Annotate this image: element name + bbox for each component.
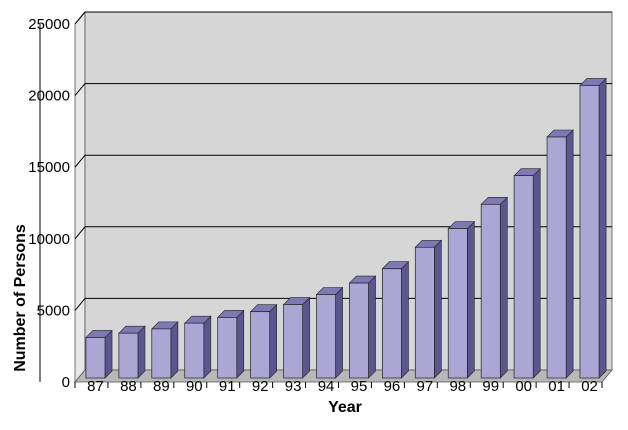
y-tick-label: 0 [62, 374, 70, 391]
x-tick-label: 97 [417, 378, 434, 395]
bar-side [104, 329, 113, 379]
y-tick-label: 10000 [28, 231, 70, 248]
bar [480, 203, 501, 379]
x-tick-label: 96 [384, 378, 401, 395]
bar-side [236, 309, 245, 379]
bar-side [170, 321, 179, 379]
x-tick-label: 01 [548, 378, 565, 395]
gridline-wall [74, 11, 86, 25]
bar [184, 322, 205, 379]
bar-side [499, 196, 508, 379]
bar-side [137, 325, 146, 379]
bar [217, 317, 238, 379]
bar-side [335, 286, 343, 379]
bar-side [532, 167, 541, 379]
bar-side [302, 296, 310, 379]
y-axis-ticks: 0 5000 10000 15000 20000 25000 [28, 16, 70, 391]
bars [85, 77, 607, 379]
y-tick-label: 15000 [28, 159, 70, 176]
x-tick-label: 91 [219, 378, 236, 395]
x-tick-label: 88 [120, 378, 137, 395]
x-tick-label: 02 [581, 378, 598, 395]
bar [447, 228, 468, 379]
plot-left-wall [74, 10, 86, 384]
bar-side [598, 77, 607, 379]
bar [283, 304, 303, 379]
x-tick-label: 89 [153, 378, 170, 395]
x-tick-label: 94 [318, 378, 335, 395]
x-tick-label: 87 [87, 378, 104, 395]
bar-side [401, 261, 409, 379]
bar [579, 85, 600, 379]
y-tick-label: 5000 [37, 302, 70, 319]
x-axis-title: Year [328, 399, 362, 416]
x-tick-label: 90 [186, 378, 203, 395]
bar [250, 311, 271, 379]
gridline-wall [74, 154, 86, 168]
x-axis-ticks: 87 88 89 90 91 92 93 94 95 96 97 98 99 00 01 02 [74, 378, 603, 395]
bar-side [203, 315, 212, 379]
bar-side [467, 220, 475, 379]
y-axis-title: Number of Persons [12, 224, 29, 372]
bar [546, 136, 567, 379]
bar [349, 282, 369, 379]
x-tick-label: 93 [285, 378, 302, 395]
bar [414, 246, 435, 379]
x-tick-label: 99 [482, 378, 499, 395]
bar-side [368, 275, 376, 379]
x-tick-label: 00 [515, 378, 532, 395]
gridline-wall [74, 83, 86, 96]
bar-side [565, 129, 574, 379]
bar [316, 294, 336, 379]
bar [382, 268, 402, 379]
bar-side [434, 239, 442, 379]
bar [513, 175, 534, 379]
gridline-wall [74, 226, 86, 240]
x-tick-label: 92 [252, 378, 269, 395]
gridline-wall [74, 298, 86, 311]
x-tick-label: 98 [449, 378, 466, 395]
bar [118, 332, 139, 379]
bar [85, 337, 106, 379]
y-tick-label: 25000 [28, 16, 70, 33]
y-tick-label: 20000 [28, 88, 70, 105]
bar-side [269, 303, 278, 379]
x-tick-label: 95 [351, 378, 368, 395]
bar [151, 328, 172, 379]
